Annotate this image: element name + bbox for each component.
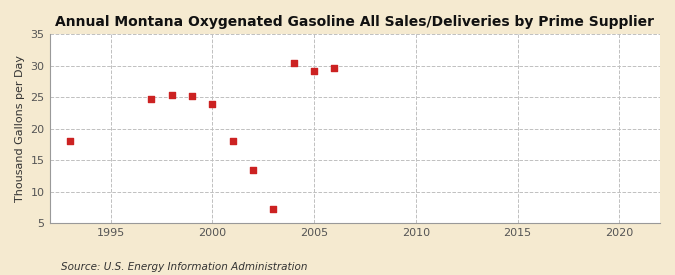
Text: Source: U.S. Energy Information Administration: Source: U.S. Energy Information Administ… — [61, 262, 307, 272]
Point — [207, 101, 218, 106]
Point — [146, 96, 157, 101]
Point — [186, 94, 197, 98]
Point — [268, 207, 279, 211]
Y-axis label: Thousand Gallons per Day: Thousand Gallons per Day — [15, 55, 25, 202]
Point — [65, 139, 76, 143]
Point — [227, 139, 238, 144]
Point — [329, 65, 340, 70]
Point — [308, 69, 319, 74]
Point — [248, 167, 259, 172]
Point — [288, 60, 299, 65]
Title: Annual Montana Oxygenated Gasoline All Sales/Deliveries by Prime Supplier: Annual Montana Oxygenated Gasoline All S… — [55, 15, 654, 29]
Point — [166, 93, 177, 98]
